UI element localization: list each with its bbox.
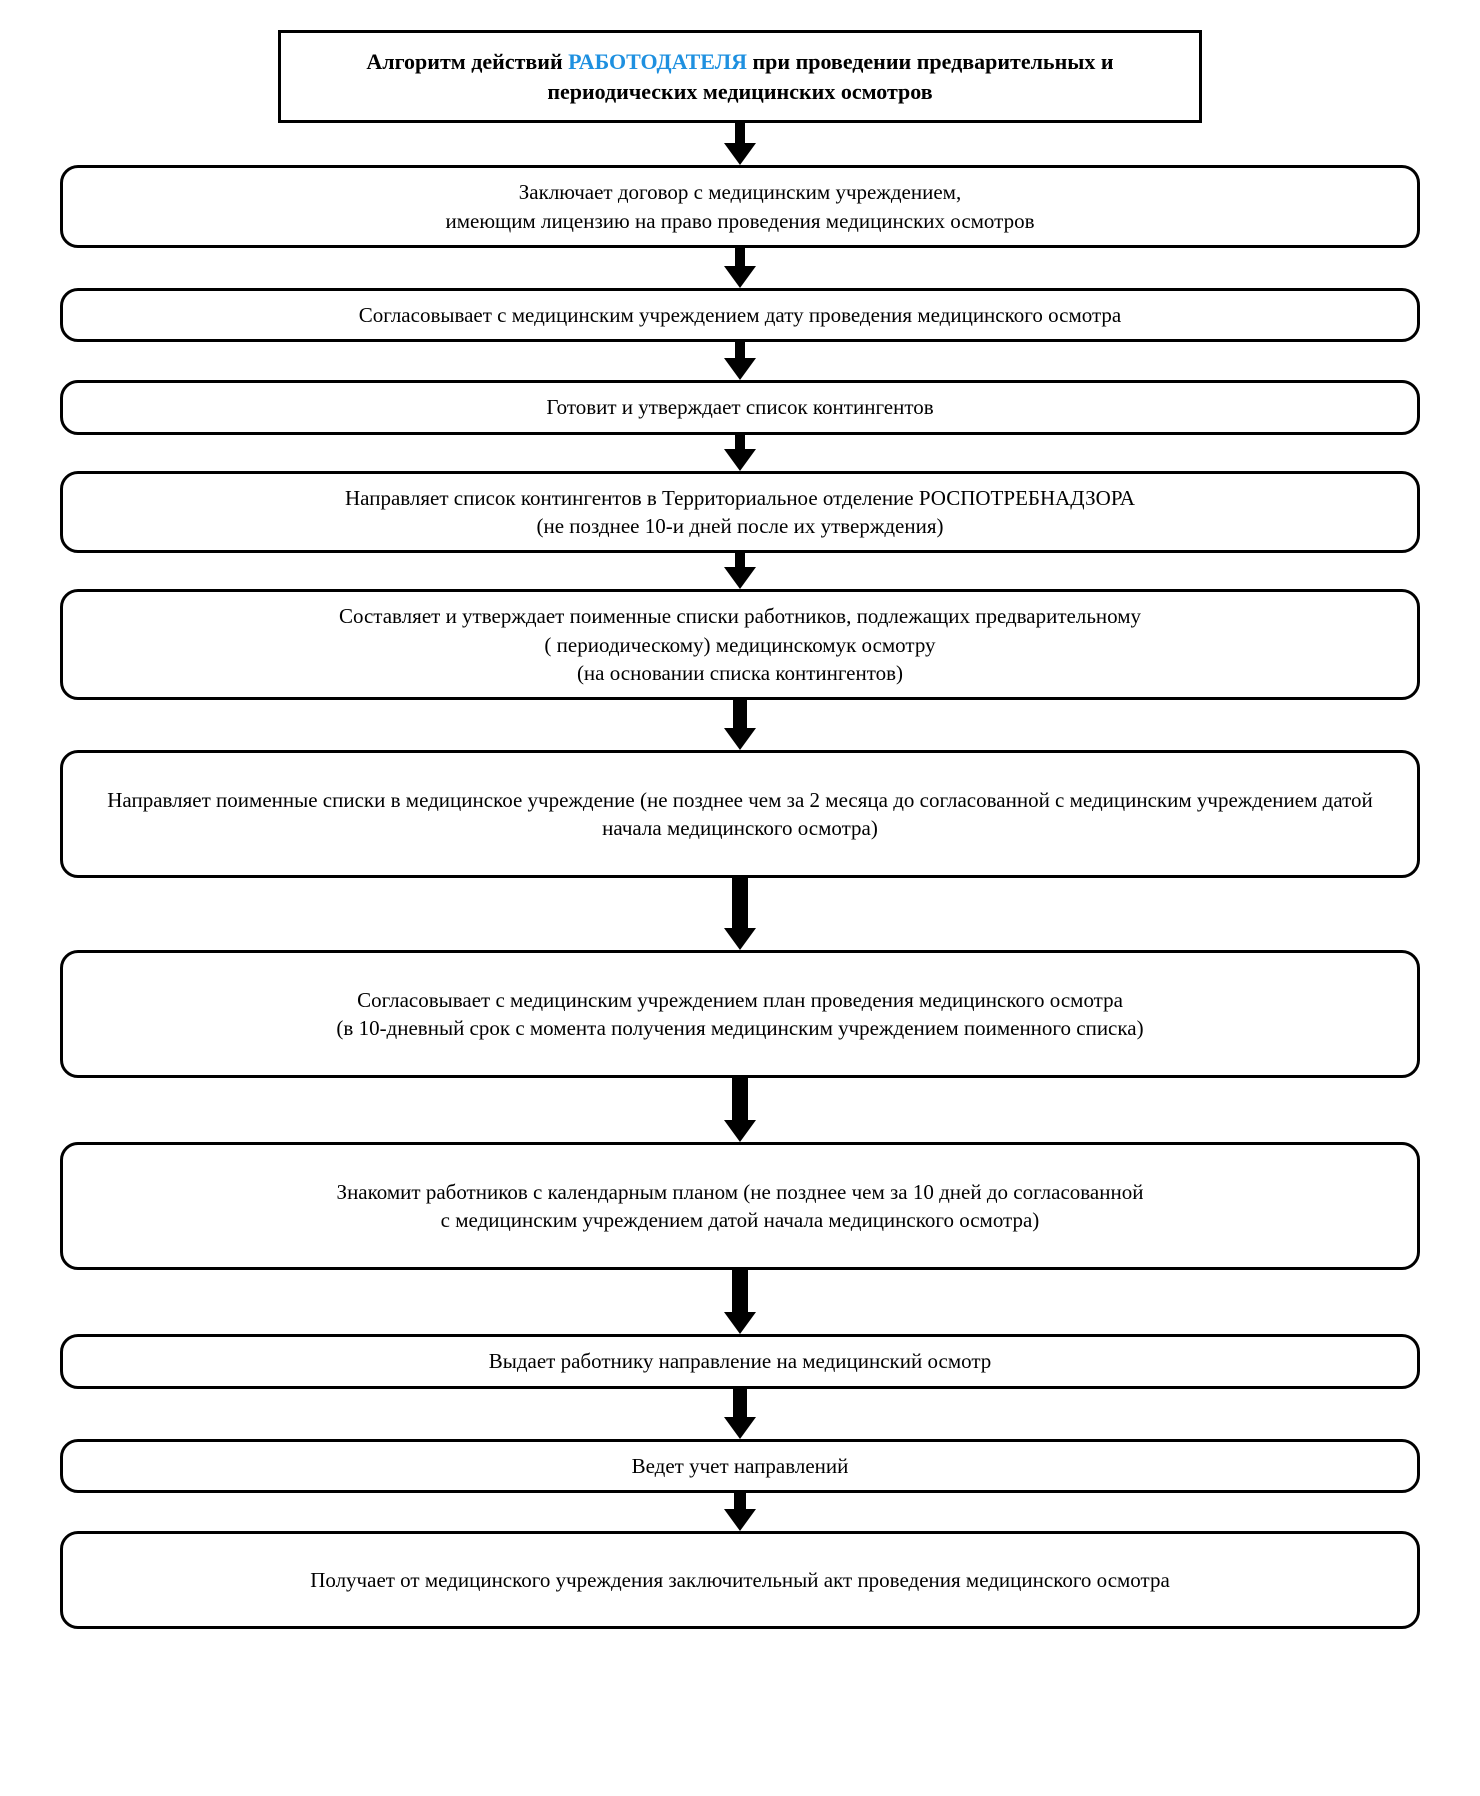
- arrow-down: [724, 342, 756, 380]
- flow-step-text: Заключает договор с медицинским учрежден…: [445, 178, 1034, 235]
- arrow-down: [724, 248, 756, 288]
- flow-step-text: Направляет поименные списки в медицинско…: [83, 786, 1397, 843]
- flow-step-text: Направляет список контингентов в Террито…: [345, 484, 1135, 541]
- flow-step-text: Составляет и утверждает поименные списки…: [339, 602, 1141, 687]
- arrow-head-icon: [724, 266, 756, 288]
- flow-step-text: Знакомит работников с календарным планом…: [337, 1178, 1144, 1235]
- title-prefix: Алгоритм действий: [366, 49, 568, 74]
- arrow-down: [724, 123, 756, 165]
- flow-step-8: Знакомит работников с календарным планом…: [60, 1142, 1420, 1270]
- arrow-shaft: [735, 435, 745, 449]
- title-box: Алгоритм действий РАБОТОДАТЕЛЯ при прове…: [278, 30, 1203, 123]
- flow-step-text: Получает от медицинского учреждения закл…: [310, 1566, 1170, 1594]
- arrow-head-icon: [724, 567, 756, 589]
- arrow-shaft: [734, 1493, 746, 1509]
- flow-step-text: Согласовывает с медицинским учреждением …: [336, 986, 1143, 1043]
- arrow-down: [724, 700, 756, 750]
- arrow-head-icon: [724, 728, 756, 750]
- arrow-shaft: [735, 342, 745, 358]
- flow-step-text: Готовит и утверждает список контингентов: [546, 393, 933, 421]
- arrow-down: [724, 1493, 756, 1531]
- arrow-head-icon: [724, 1509, 756, 1531]
- flow-step-1: Заключает договор с медицинским учрежден…: [60, 165, 1420, 248]
- arrow-head-icon: [724, 449, 756, 471]
- arrow-head-icon: [724, 1312, 756, 1334]
- arrow-head-icon: [724, 1120, 756, 1142]
- flow-step-11: Получает от медицинского учреждения закл…: [60, 1531, 1420, 1629]
- title-highlight: РАБОТОДАТЕЛЯ: [568, 49, 747, 74]
- arrow-down: [724, 1389, 756, 1439]
- flow-step-4: Направляет список контингентов в Террито…: [60, 471, 1420, 554]
- arrow-head-icon: [724, 358, 756, 380]
- arrow-shaft: [732, 1270, 748, 1312]
- arrow-down: [724, 878, 756, 950]
- arrow-down: [724, 1078, 756, 1142]
- flow-step-5: Составляет и утверждает поименные списки…: [60, 589, 1420, 700]
- flow-step-text: Ведет учет направлений: [632, 1452, 849, 1480]
- arrow-shaft: [735, 123, 745, 143]
- arrow-shaft: [735, 553, 745, 567]
- flow-step-6: Направляет поименные списки в медицинско…: [60, 750, 1420, 878]
- flow-step-text: Согласовывает с медицинским учреждением …: [359, 301, 1121, 329]
- arrow-shaft: [732, 878, 748, 928]
- flow-step-2: Согласовывает с медицинским учреждением …: [60, 288, 1420, 342]
- arrow-shaft: [735, 248, 745, 266]
- arrow-down: [724, 553, 756, 589]
- flow-step-10: Ведет учет направлений: [60, 1439, 1420, 1493]
- arrow-head-icon: [724, 928, 756, 950]
- arrow-head-icon: [724, 1417, 756, 1439]
- arrow-shaft: [732, 1078, 748, 1120]
- arrow-shaft: [733, 700, 747, 728]
- flow-step-text: Выдает работнику направление на медицинс…: [489, 1347, 992, 1375]
- arrow-down: [724, 1270, 756, 1334]
- flow-step-9: Выдает работнику направление на медицинс…: [60, 1334, 1420, 1388]
- arrow-shaft: [733, 1389, 747, 1417]
- flow-step-7: Согласовывает с медицинским учреждением …: [60, 950, 1420, 1078]
- arrow-head-icon: [724, 143, 756, 165]
- arrow-down: [724, 435, 756, 471]
- flowchart-container: Алгоритм действий РАБОТОДАТЕЛЯ при прове…: [60, 30, 1420, 1629]
- flow-step-3: Готовит и утверждает список контингентов: [60, 380, 1420, 434]
